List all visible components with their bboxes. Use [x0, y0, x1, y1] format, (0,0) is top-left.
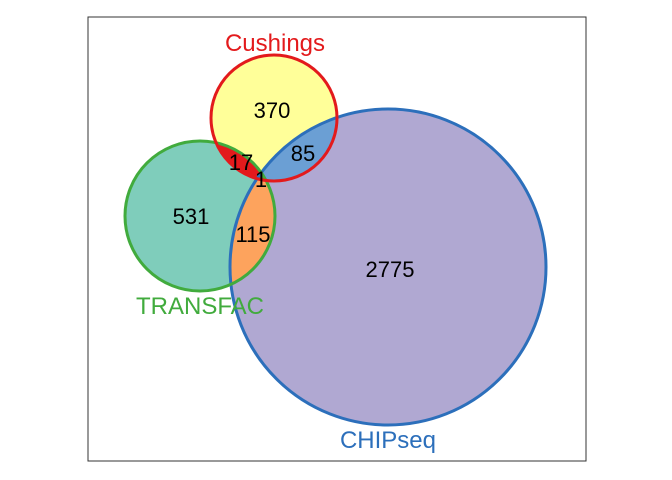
count-all-three: 1 [255, 167, 267, 192]
count-cushings-transfac: 17 [229, 150, 253, 175]
count-transfac-chipseq: 115 [235, 222, 270, 247]
cushings-set-label: Cushings [225, 30, 325, 57]
transfac-set-label: TRANSFAC [136, 293, 264, 320]
cushings-circle-outline [209, 53, 339, 183]
count-cushings-chipseq: 85 [291, 141, 315, 166]
count-cushings-only: 370 [254, 98, 291, 123]
plot-frame [87, 16, 587, 462]
transfac-circle-outline [123, 139, 277, 293]
chipseq-circle-fill [230, 109, 546, 425]
chipseq-circle-outline [228, 107, 548, 427]
count-chipseq-only: 2775 [366, 257, 415, 282]
chipseq-set-label: CHIPseq [340, 427, 436, 454]
count-transfac-only: 531 [173, 204, 210, 229]
